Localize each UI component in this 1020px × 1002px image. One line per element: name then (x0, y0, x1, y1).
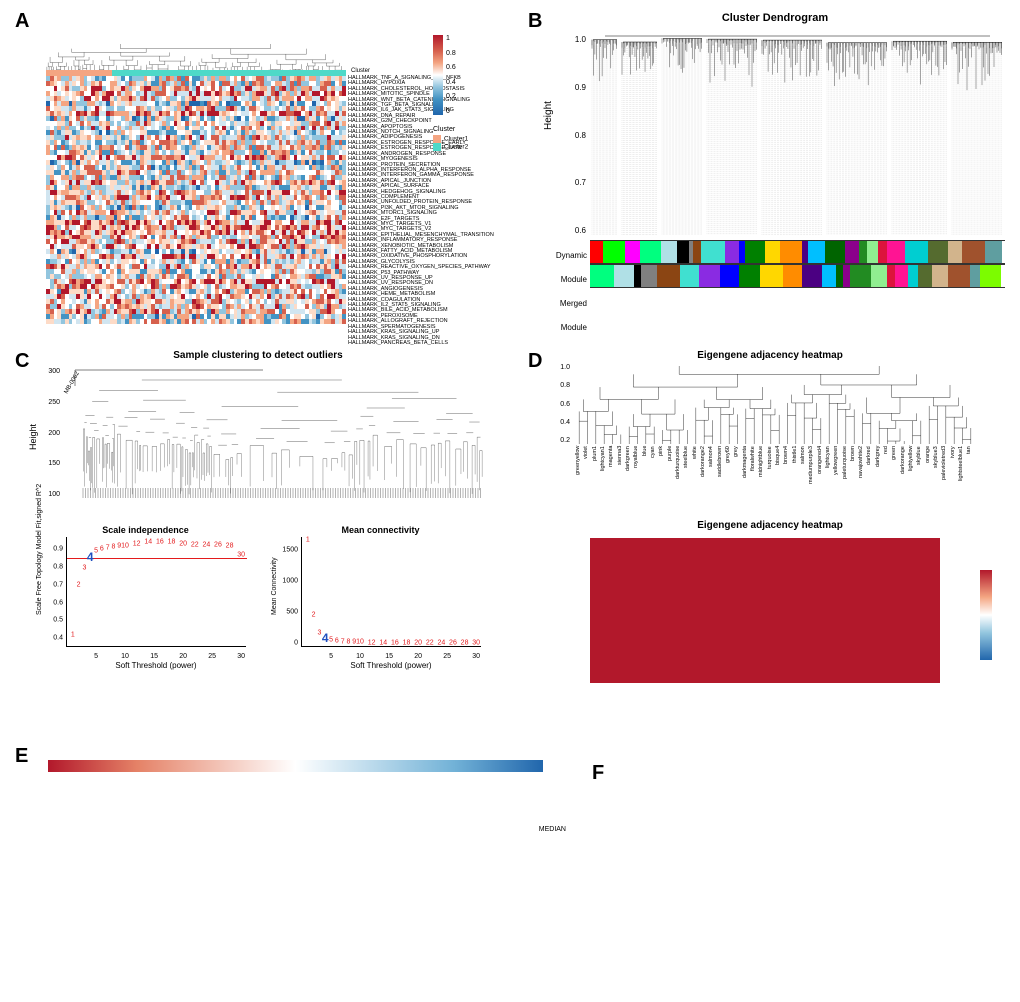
a-legend-gradient (433, 35, 443, 115)
d-legend-gradient (980, 570, 992, 660)
e-row-label: MEDIAN (539, 826, 566, 833)
panel-e-module-trait: MEDIAN (18, 750, 568, 980)
d-bot-heatmap (590, 538, 940, 683)
d-bot-xlabels (590, 685, 940, 725)
c-sample-yticks: 300250200150100 (40, 368, 60, 498)
d-top-module-labels: greenyellowvioletplum1lightcyan1magentas… (575, 446, 975, 511)
c-scale-independence: Scale independence Scale Free Topology M… (38, 525, 253, 675)
e-scale-gradient (48, 760, 543, 772)
figure: A B C D E F HALLMARK_TNF_A_SIGNALING_VIA… (10, 10, 1010, 992)
d-bot-ylabels (530, 538, 588, 683)
c-conn-ylabel: Mean Connectivity (271, 557, 278, 615)
c-scale-plot: 0.40.50.60.70.80.95101520253012345678910… (66, 537, 246, 647)
e-module-labels (48, 898, 543, 968)
panel-a-heatmap: HALLMARK_TNF_A_SIGNALING_VIA_NFKBHALLMAR… (18, 10, 518, 340)
c-sample-dendrogram: MB-0062 (63, 368, 483, 498)
panel-c: Sample clustering to detect outliers Hei… (18, 350, 498, 680)
d-top-title: Eigengene adjacency heatmap (530, 350, 1010, 361)
b-module-row-labels: Dynamic ModuleMerged Module (535, 244, 587, 340)
a-cluster-label: Cluster (351, 68, 370, 74)
e-module-colorbar (48, 880, 543, 894)
b-ylabel: Height (543, 101, 554, 130)
e-correlation-heatmap (48, 790, 543, 872)
c-conn-plot: 0500100015005101520253012345678910121416… (301, 537, 481, 647)
c-conn-xlabel: Soft Threshold (power) (301, 661, 481, 670)
c-sample-ylabel: Height (28, 424, 38, 450)
c-scale-title: Scale independence (38, 525, 253, 535)
d-top-yticks: 0.20.40.60.81.0 (550, 364, 570, 444)
a-row-labels: HALLMARK_TNF_A_SIGNALING_VIA_NFKBHALLMAR… (348, 76, 548, 346)
a-heatmap-grid (46, 76, 346, 324)
a-cluster-legend: Cluster Cluster1Cluster2 (433, 126, 468, 151)
b-module-bars (590, 240, 1005, 288)
b-title: Cluster Dendrogram (535, 12, 1015, 24)
svg-text:MB-0062: MB-0062 (64, 370, 82, 395)
e-scale-bar (48, 760, 543, 778)
c-conn-title: Mean connectivity (273, 525, 488, 535)
panel-b-cluster-dendrogram: Cluster Dendrogram Height 1.00.90.80.70.… (535, 10, 1015, 330)
a-cluster-legend-title: Cluster (433, 126, 468, 133)
a-dendrogram (46, 44, 346, 70)
f-venn-svg (610, 770, 1000, 980)
b-dendrogram (590, 35, 1005, 235)
d-legend (980, 570, 1010, 660)
a-heatmap-area (46, 44, 346, 324)
label-f: F (592, 762, 604, 785)
c-scale-ylabel: Scale Free Topology Model Fit,signed R^2 (36, 484, 43, 615)
c-mean-connectivity: Mean connectivity Mean Connectivity 0500… (273, 525, 488, 675)
c-scale-xlabel: Soft Threshold (power) (66, 661, 246, 670)
a-legend-ticks: 10.80.60.40.20 (446, 35, 456, 115)
d-bot-title: Eigengene adjacency heatmap (530, 520, 1010, 531)
b-yticks: 1.00.90.80.70.6 (570, 35, 586, 235)
panel-d-eigengene: Eigengene adjacency heatmap 0.20.40.60.8… (530, 350, 1010, 730)
panel-f-venn (610, 770, 1000, 980)
d-top-dendrogram (575, 364, 975, 444)
c-sample-title: Sample clustering to detect outliers (18, 350, 498, 361)
